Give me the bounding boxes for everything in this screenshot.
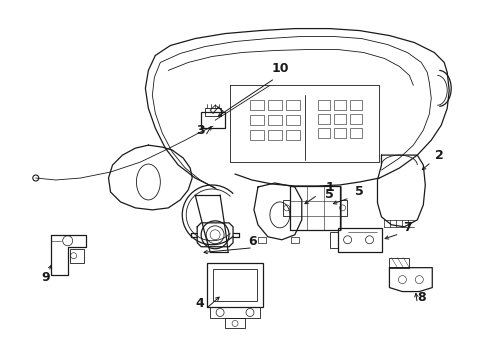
Bar bbox=[285, 130, 299, 140]
Bar bbox=[267, 115, 281, 125]
Bar bbox=[210, 306, 260, 319]
Bar bbox=[249, 130, 264, 140]
Bar bbox=[207, 263, 263, 306]
Text: 9: 9 bbox=[41, 271, 50, 284]
Text: 5: 5 bbox=[354, 185, 363, 198]
Bar bbox=[337, 228, 382, 252]
Text: 3: 3 bbox=[196, 124, 204, 137]
Text: 10: 10 bbox=[270, 62, 288, 75]
Text: 5: 5 bbox=[325, 188, 333, 202]
Text: 4: 4 bbox=[195, 297, 204, 310]
Text: 8: 8 bbox=[416, 291, 425, 304]
Bar bbox=[224, 319, 244, 328]
Bar bbox=[205, 108, 221, 116]
Bar bbox=[201, 112, 224, 128]
Bar bbox=[282, 200, 289, 216]
Bar bbox=[349, 114, 361, 124]
Bar bbox=[349, 128, 361, 138]
Bar bbox=[267, 130, 281, 140]
Bar bbox=[333, 114, 345, 124]
Bar bbox=[317, 114, 329, 124]
Bar bbox=[290, 237, 298, 243]
Bar bbox=[317, 128, 329, 138]
Bar bbox=[267, 100, 281, 110]
Bar bbox=[249, 115, 264, 125]
Bar bbox=[333, 128, 345, 138]
Bar bbox=[333, 100, 345, 110]
Text: 7: 7 bbox=[402, 221, 411, 234]
Bar bbox=[285, 100, 299, 110]
Bar bbox=[289, 186, 339, 230]
Bar bbox=[317, 100, 329, 110]
Text: 6: 6 bbox=[248, 235, 257, 248]
Bar bbox=[258, 237, 265, 243]
Bar bbox=[69, 249, 83, 263]
Bar bbox=[249, 100, 264, 110]
Bar bbox=[349, 100, 361, 110]
Text: 1: 1 bbox=[325, 181, 333, 194]
Text: 2: 2 bbox=[434, 149, 443, 162]
Bar bbox=[285, 115, 299, 125]
Bar bbox=[388, 258, 408, 268]
Bar bbox=[213, 269, 256, 301]
Bar bbox=[339, 200, 346, 216]
Bar bbox=[329, 232, 337, 248]
